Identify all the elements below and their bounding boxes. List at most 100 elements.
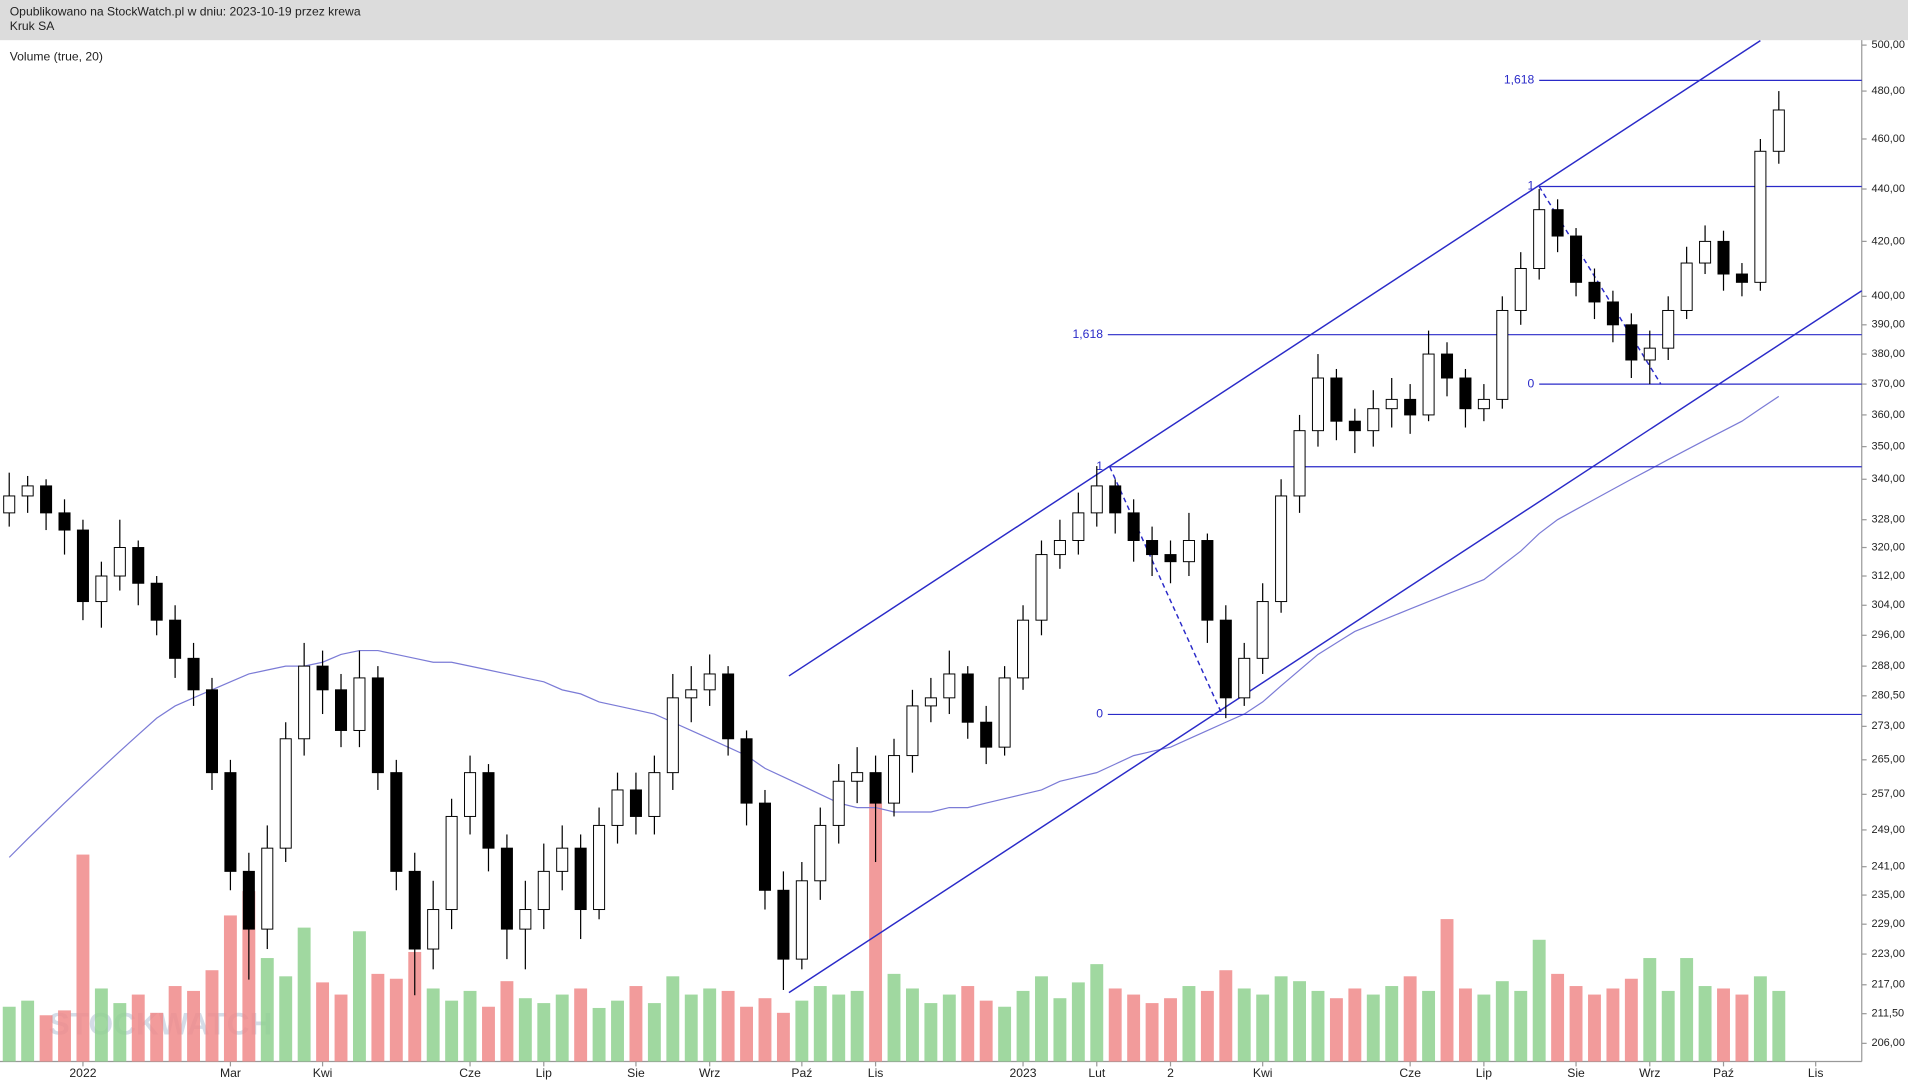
candle-body — [21, 485, 34, 497]
candle-body — [777, 889, 790, 960]
candle-body — [316, 665, 329, 691]
volume-bar — [537, 1003, 551, 1062]
x-tick-label: Sie — [1567, 1066, 1585, 1080]
candle-body — [1109, 485, 1122, 514]
volume-bar — [1569, 986, 1583, 1062]
volume-bar — [279, 976, 293, 1062]
candle-body — [648, 772, 661, 817]
candle-body — [1035, 554, 1048, 621]
volume-bar — [721, 990, 735, 1062]
fib-label: 1,618 — [1073, 327, 1104, 341]
header-line: Kruk SA — [10, 19, 55, 33]
volume-bar — [1588, 994, 1601, 1062]
volume-bar — [1366, 994, 1380, 1062]
x-tick-label: Lip — [536, 1066, 552, 1080]
y-tick-label: 241,00 — [1871, 861, 1904, 873]
candle-body — [832, 780, 845, 826]
candle-body — [703, 673, 716, 691]
volume-bar — [758, 998, 772, 1062]
volume-bar — [1403, 976, 1417, 1062]
candle-body — [132, 547, 145, 584]
candle-body — [150, 582, 163, 621]
volume-bar — [408, 951, 422, 1062]
volume-bar — [1440, 919, 1454, 1062]
candle-body — [76, 529, 89, 603]
y-tick-label: 420,00 — [1871, 235, 1904, 247]
volume-bar — [1680, 958, 1694, 1062]
candle-body — [1699, 240, 1712, 264]
volume-bar — [1071, 982, 1085, 1062]
x-tick-label: 2 — [1167, 1066, 1174, 1080]
candle-body — [851, 772, 864, 782]
candle-body — [1477, 398, 1490, 410]
trend-line — [788, 290, 1863, 994]
volume-bar — [334, 994, 348, 1062]
candle-body — [1219, 619, 1232, 699]
candle-body — [943, 673, 956, 699]
indicator-label: Volume (true, 20) — [10, 49, 103, 63]
candle-body — [869, 772, 882, 804]
volume-bar — [1016, 990, 1030, 1062]
volume-bar — [371, 973, 385, 1062]
candle-body — [1164, 554, 1177, 563]
volume-bar — [684, 994, 698, 1062]
candle-body — [1680, 262, 1693, 311]
volume-bar — [1661, 990, 1675, 1062]
candle-body — [998, 677, 1011, 748]
candle-body — [1404, 398, 1417, 416]
candle-body — [795, 880, 808, 960]
fib-label: 0 — [1528, 376, 1535, 390]
volume-bar — [1237, 988, 1251, 1062]
candle-body — [1606, 301, 1619, 326]
volume-bar — [223, 915, 237, 1062]
candle-body — [1238, 657, 1251, 699]
y-tick-label: 235,00 — [1871, 889, 1904, 901]
candle-body — [1551, 209, 1564, 237]
volume-bar — [1200, 990, 1214, 1062]
volume-bar — [1164, 998, 1177, 1062]
volume-bar — [1698, 986, 1712, 1062]
trend-line — [1109, 466, 1223, 715]
y-tick-label: 500,00 — [1871, 39, 1904, 51]
volume-bar — [39, 1015, 53, 1062]
volume-bar — [94, 988, 108, 1062]
candle-body — [334, 689, 348, 731]
volume-bar — [905, 988, 919, 1062]
volume-bar — [1606, 988, 1620, 1062]
volume-bar — [260, 958, 274, 1062]
volume-bar — [1348, 988, 1362, 1062]
volume-bar — [832, 994, 846, 1062]
trend-line — [788, 40, 1761, 677]
volume-bar — [1256, 994, 1270, 1062]
volume-bar — [187, 990, 201, 1062]
volume-bar — [131, 994, 145, 1062]
volume-bar — [1274, 976, 1288, 1062]
y-tick-label: 211,50 — [1871, 1008, 1904, 1020]
candle-body — [1330, 377, 1343, 422]
candle-body — [537, 870, 550, 911]
volume-bar — [1532, 939, 1546, 1062]
candle-body — [1146, 540, 1159, 556]
volume-bar — [647, 1003, 661, 1062]
candle-body — [261, 847, 274, 930]
volume-bar — [924, 1003, 938, 1062]
candle-body — [924, 697, 937, 707]
y-tick-label: 206,00 — [1871, 1037, 1904, 1049]
volume-bar — [1753, 976, 1767, 1062]
volume-bar — [1514, 990, 1528, 1062]
candle-body — [1754, 150, 1767, 283]
volume-bar — [1329, 998, 1343, 1062]
volume-bar — [1182, 986, 1196, 1062]
candle-body — [242, 870, 255, 930]
candle-body — [961, 673, 974, 723]
y-tick-label: 380,00 — [1871, 348, 1904, 360]
candle-body — [353, 677, 366, 731]
y-tick-label: 223,00 — [1871, 948, 1904, 960]
volume-bar — [2, 1006, 16, 1062]
candle-body — [1311, 377, 1324, 432]
volume-bar — [482, 1006, 495, 1062]
volume-bar — [611, 1000, 624, 1062]
candle-body — [3, 495, 16, 514]
y-tick-label: 400,00 — [1871, 290, 1904, 302]
